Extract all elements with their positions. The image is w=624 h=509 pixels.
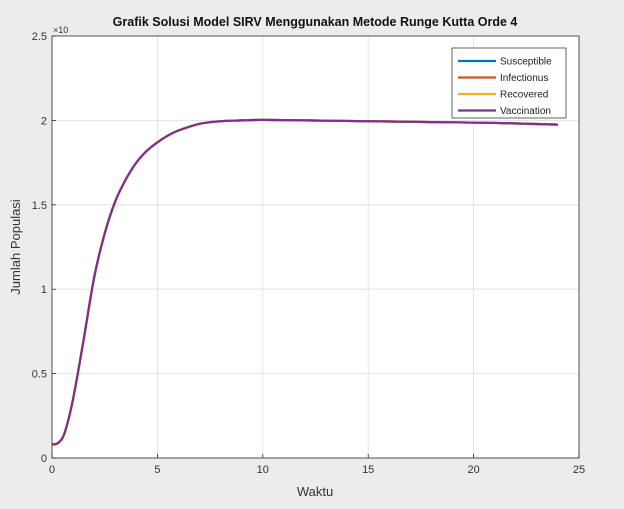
ticks: 0 5 10 15 20 25 0 0.5 1 1.5 2 2.5 [32, 31, 585, 476]
legend-label-susceptible: Susceptible [500, 57, 552, 68]
series-line-vaccination [51, 118, 558, 446]
y-exponent-label: ×10 [53, 25, 68, 35]
chart-title: Grafik Solusi Model SIRV Menggunakan Met… [113, 15, 518, 29]
x-tick-label: 25 [573, 464, 585, 476]
x-tick-label: 5 [154, 464, 160, 476]
y-axis-label: Jumlah Populasi [8, 199, 23, 294]
legend-box [451, 47, 567, 119]
x-tick-label: 15 [362, 464, 374, 476]
axes-box [51, 35, 580, 459]
x-tick-label: 0 [49, 464, 55, 476]
legend-label-vaccination: Vaccination [500, 106, 551, 117]
x-tick-label: 10 [257, 464, 269, 476]
y-tick-label: 2 [41, 115, 47, 127]
y-tick-label: 2.5 [32, 31, 47, 43]
y-tick-label: 1 [41, 284, 47, 296]
x-tick-label: 20 [467, 464, 479, 476]
legend: Susceptible Infectionus Recovered Vaccinati… [451, 47, 567, 119]
y-tick-label: 1.5 [32, 200, 47, 212]
series-group [51, 118, 558, 446]
x-axis-label: Waktu [297, 484, 333, 499]
y-tick-label: 0.5 [32, 369, 47, 381]
legend-label-infectionus: Infectionus [500, 73, 548, 84]
y-tick-label: 0 [41, 453, 47, 465]
legend-label-recovered: Recovered [500, 90, 548, 101]
